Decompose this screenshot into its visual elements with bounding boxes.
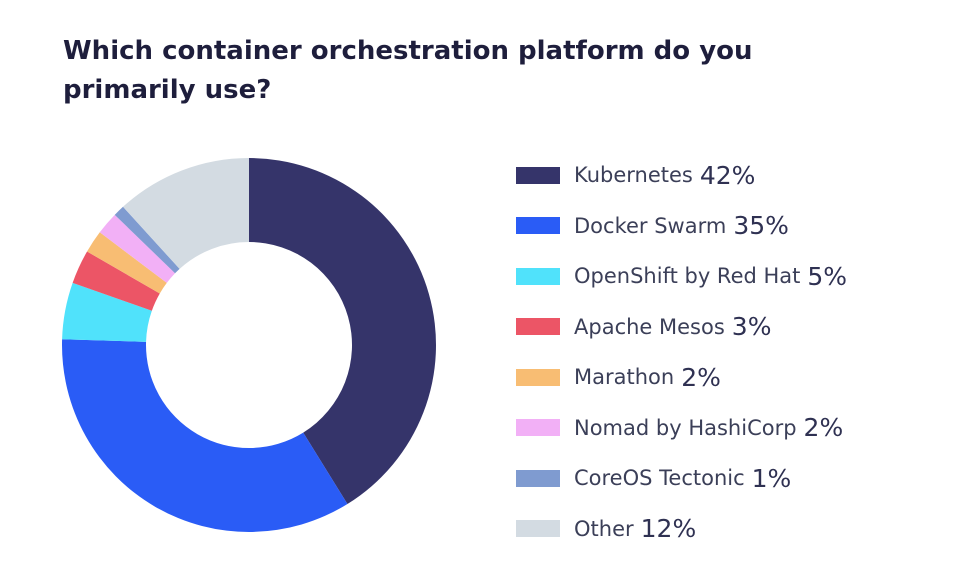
- donut-slice-kubernetes: [249, 158, 437, 504]
- legend-swatch: [516, 419, 560, 437]
- donut-slice-other: [123, 158, 249, 269]
- donut-slice-openshift-by-red-hat: [62, 282, 152, 342]
- legend-label: CoreOS Tectonic: [574, 466, 745, 491]
- legend-label: Other: [574, 516, 634, 541]
- donut-slice-marathon: [87, 232, 167, 294]
- legend-swatch: [516, 267, 560, 285]
- legend-item-nomad-by-hashicorp: Nomad by HashiCorp 2%: [516, 403, 847, 454]
- legend-value: 35%: [733, 211, 789, 241]
- legend-value: 42%: [699, 160, 756, 190]
- legend-swatch: [516, 217, 560, 235]
- donut-slice-docker-swarm: [62, 339, 348, 532]
- legend-value: 3%: [731, 312, 772, 342]
- donut-slice-apache-mesos: [72, 251, 160, 311]
- legend-value: 2%: [803, 413, 844, 443]
- legend-value: 2%: [681, 362, 721, 392]
- chart-title: Which container orchestration platform d…: [63, 36, 753, 105]
- legend-item-apache-mesos: Apache Mesos 3%: [516, 302, 847, 353]
- donut-slice-nomad-by-hashicorp: [99, 214, 176, 283]
- legend-value: 5%: [807, 261, 848, 291]
- legend-item-openshift-by-red-hat: OpenShift by Red Hat 5%: [516, 251, 847, 302]
- legend-label: Nomad by HashiCorp: [574, 415, 797, 440]
- legend-item-coreos-tectonic: CoreOS Tectonic 1%: [516, 453, 847, 504]
- legend-label: Kubernetes: [574, 163, 693, 188]
- legend-label: Marathon: [574, 365, 675, 390]
- legend-swatch: [516, 520, 560, 538]
- legend-item-docker-swarm: Docker Swarm 35%: [516, 201, 847, 252]
- legend-swatch: [516, 318, 560, 336]
- legend-item-other: Other 12%: [516, 504, 847, 555]
- legend-label: Docker Swarm: [574, 213, 727, 238]
- legend-label: Apache Mesos: [574, 314, 725, 339]
- legend-item-kubernetes: Kubernetes 42%: [516, 150, 847, 201]
- legend-item-marathon: Marathon 2%: [516, 352, 847, 403]
- legend-value: 12%: [640, 514, 697, 544]
- legend-swatch: [516, 469, 560, 487]
- chart-legend: Kubernetes 42% Docker Swarm 35% OpenShift by…: [516, 150, 847, 554]
- legend-value: 1%: [751, 463, 792, 493]
- donut-slice-coreos-tectonic: [114, 206, 180, 274]
- legend-swatch: [516, 368, 560, 386]
- legend-swatch: [516, 166, 560, 184]
- legend-label: OpenShift by Red Hat: [574, 264, 801, 289]
